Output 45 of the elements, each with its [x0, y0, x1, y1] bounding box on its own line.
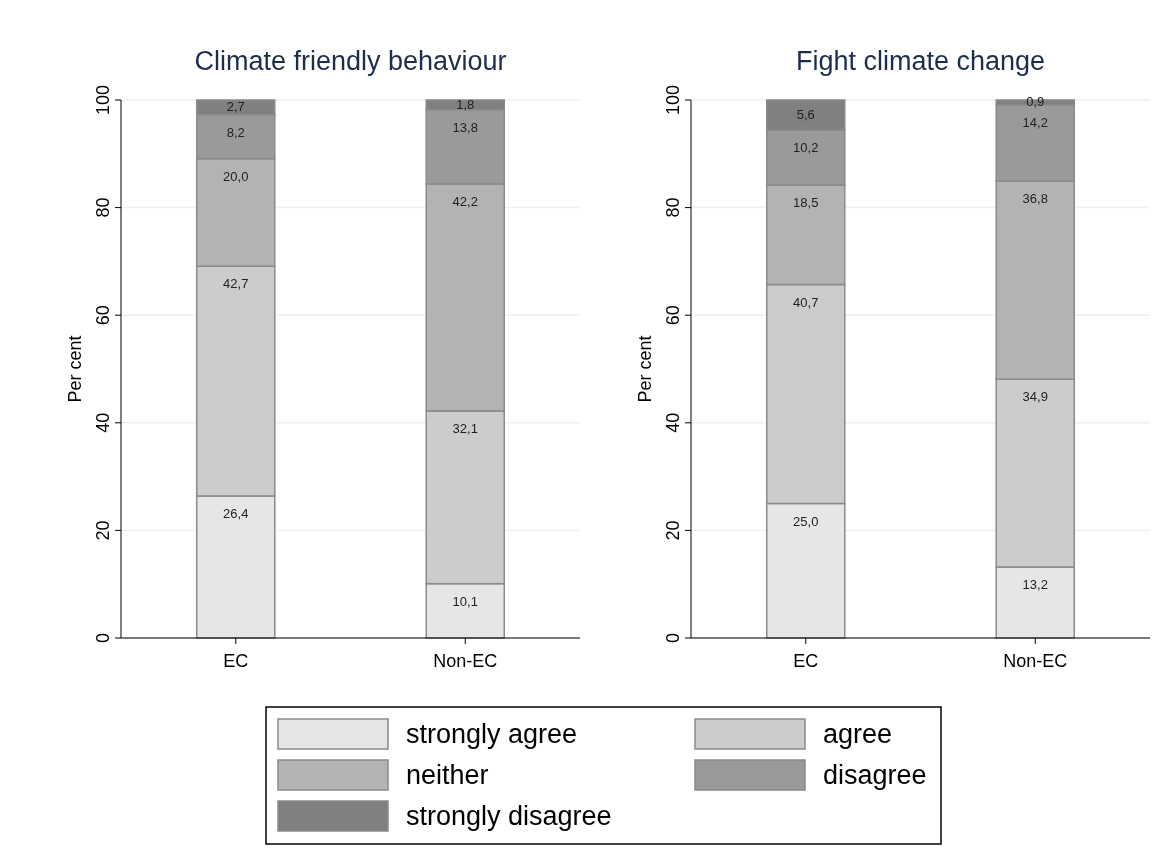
data-label: 36,8	[1022, 191, 1048, 207]
data-label: 42,2	[452, 193, 478, 209]
y-tick-label: 20	[93, 520, 113, 541]
data-label: 10,2	[793, 140, 819, 156]
y-axis-title: Per cent	[635, 335, 655, 403]
y-tick-label: 0	[93, 632, 113, 644]
data-label: 32,1	[452, 420, 478, 436]
y-tick-label: 60	[663, 305, 683, 326]
data-label: 14,2	[1022, 114, 1048, 130]
y-tick-label: 80	[663, 197, 683, 218]
legend-label: strongly disagree	[406, 801, 612, 831]
data-label: 42,7	[223, 276, 249, 292]
x-tick-label: Non-EC	[433, 651, 498, 671]
y-tick-label: 80	[93, 197, 113, 218]
data-label: 10,1	[452, 593, 478, 609]
chart-title: Fight climate change	[795, 46, 1046, 76]
x-tick-label: EC	[793, 651, 819, 671]
data-label: 0,9	[1026, 94, 1045, 110]
legend-label: disagree	[823, 760, 927, 790]
y-tick-label: 0	[663, 632, 683, 644]
legend-label: neither	[406, 760, 489, 790]
data-label: 25,0	[793, 513, 819, 529]
data-label: 13,8	[452, 119, 478, 135]
data-label: 18,5	[793, 195, 819, 210]
data-label: 8,2	[226, 124, 245, 140]
data-label: 40,7	[793, 294, 819, 310]
y-axis-title: Per cent	[65, 335, 85, 403]
data-label: 20,0	[223, 168, 249, 184]
x-tick-label: Non-EC	[1003, 651, 1068, 671]
data-label: 13,2	[1022, 576, 1048, 592]
chart-title: Climate friendly behaviour	[194, 46, 507, 76]
data-label: 1,8	[456, 96, 475, 112]
data-label: 34,9	[1022, 389, 1048, 405]
y-tick-label: 100	[93, 84, 113, 116]
data-label: 2,7	[226, 99, 245, 115]
legend-label: strongly agree	[406, 719, 578, 749]
y-tick-label: 100	[663, 84, 683, 116]
y-tick-label: 60	[93, 305, 113, 326]
legend-label: agree	[823, 719, 893, 749]
y-tick-label: 40	[93, 412, 113, 433]
data-label: 26,4	[223, 505, 249, 521]
y-tick-label: 40	[663, 412, 683, 433]
x-tick-label: EC	[223, 651, 249, 671]
y-tick-label: 20	[663, 520, 683, 541]
data-label: 5,6	[796, 107, 815, 123]
